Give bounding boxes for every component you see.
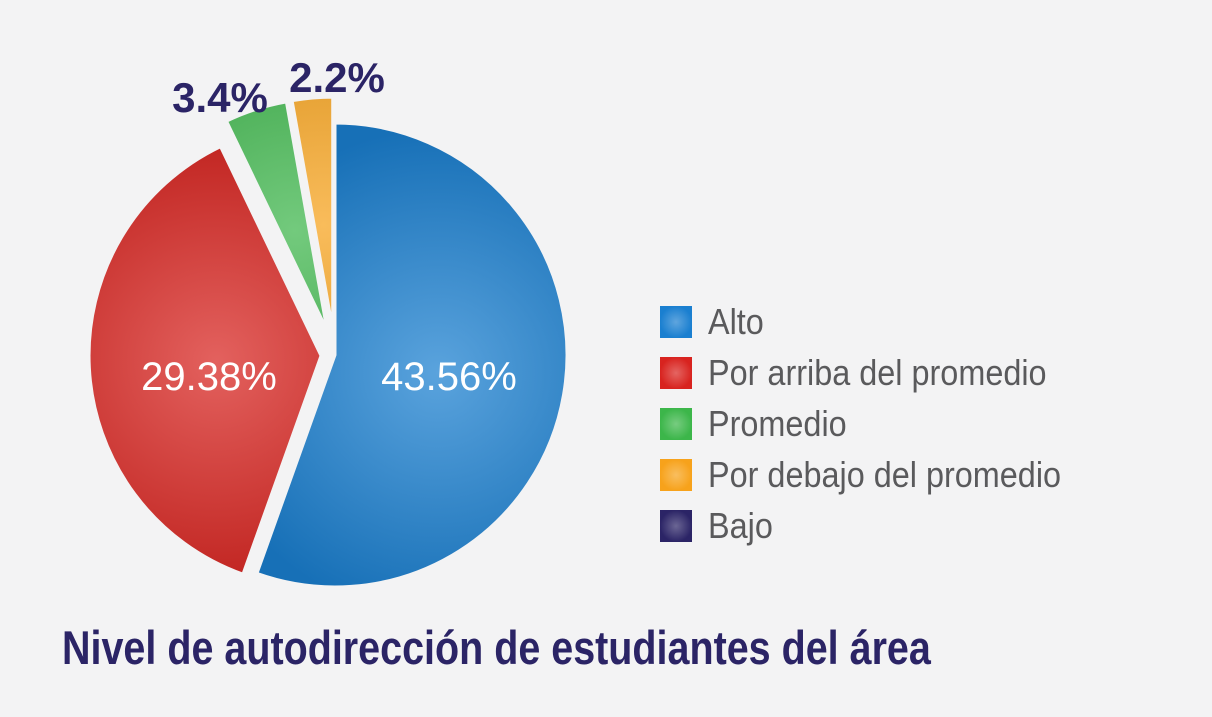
legend-swatch-alto bbox=[660, 305, 692, 338]
legend-swatch-por-debajo bbox=[660, 458, 692, 491]
legend-item-promedio: Promedio bbox=[660, 398, 1100, 449]
legend-swatch-por-arriba bbox=[660, 356, 692, 389]
legend-item-por-arriba: Por arriba del promedio bbox=[660, 347, 1100, 398]
legend-item-alto: Alto bbox=[660, 296, 1100, 347]
legend-item-bajo: Bajo bbox=[660, 500, 1100, 551]
pie-slice-por-arriba-del-promedio bbox=[87, 145, 323, 576]
legend-swatch-promedio bbox=[660, 407, 692, 440]
pie-chart: 43.56% 29.38% 3.4% 2.2% bbox=[87, 54, 569, 589]
slice-label-promedio: 3.4% bbox=[172, 74, 268, 121]
legend-label-promedio: Promedio bbox=[708, 402, 847, 444]
pie-slice-promedio bbox=[225, 100, 329, 332]
legend-item-por-debajo: Por debajo del promedio bbox=[660, 449, 1100, 500]
pie-slice-alto bbox=[255, 121, 569, 589]
legend-label-bajo: Bajo bbox=[708, 504, 773, 546]
legend-label-por-arriba: Por arriba del promedio bbox=[708, 351, 1047, 393]
slice-label-por-arriba-del-promedio: 29.38% bbox=[141, 355, 277, 399]
slice-label-alto: 43.56% bbox=[381, 355, 517, 399]
pie-slice-por-debajo-del-promedio bbox=[290, 95, 335, 331]
slice-label-por-debajo-del-promedio: 2.2% bbox=[289, 54, 385, 101]
legend-label-por-debajo: Por debajo del promedio bbox=[708, 453, 1062, 495]
legend-swatch-bajo bbox=[660, 509, 692, 542]
chart-title: Nivel de autodirección de estudiantes de… bbox=[62, 621, 931, 674]
legend: Alto Por arriba del promedio Promedio Po… bbox=[660, 296, 1100, 551]
legend-label-alto: Alto bbox=[708, 300, 764, 342]
